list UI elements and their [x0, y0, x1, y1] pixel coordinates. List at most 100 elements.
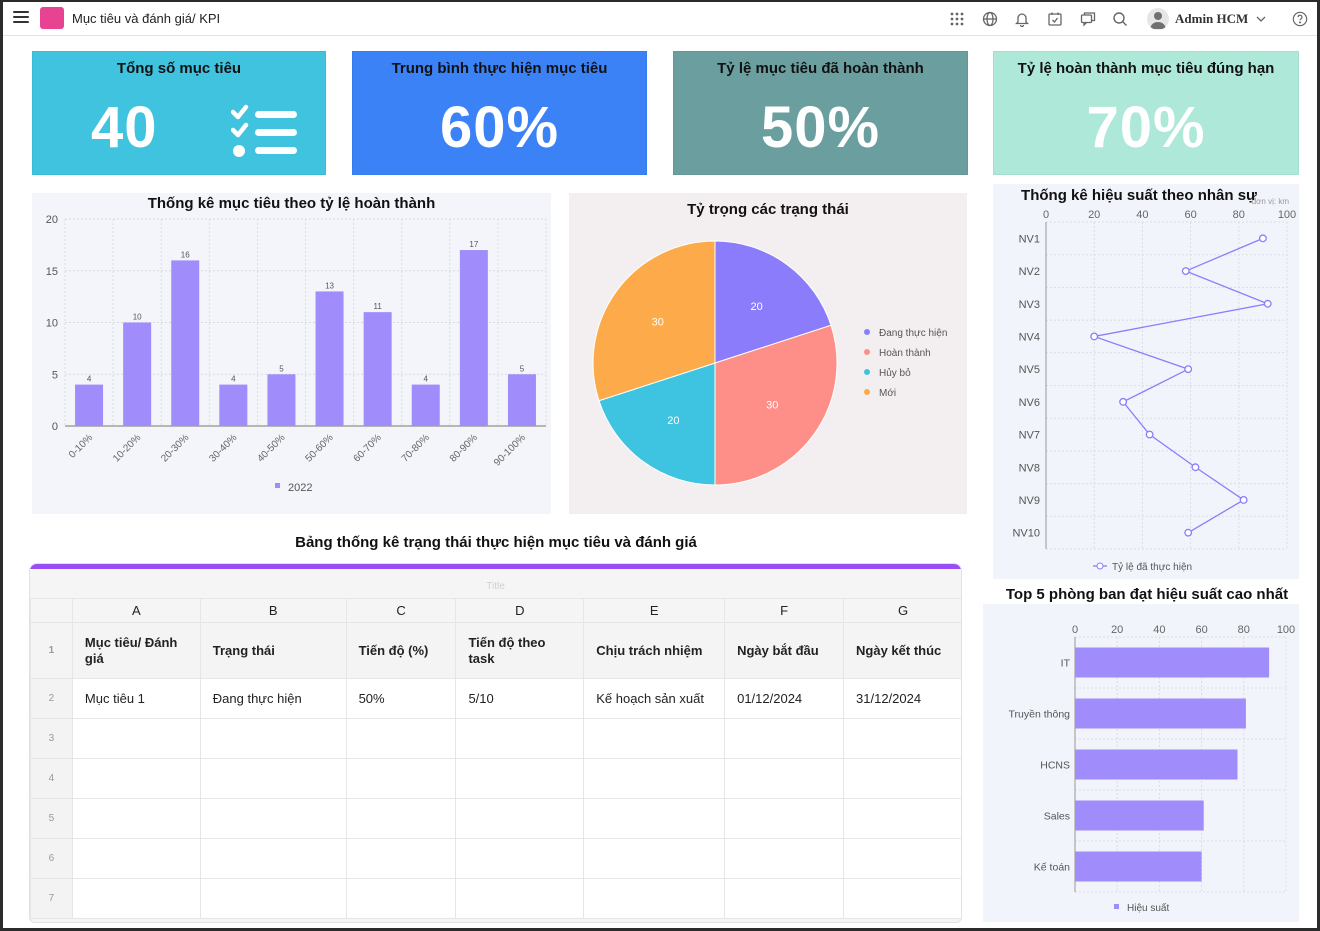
column-header[interactable]: A: [71, 598, 201, 623]
data-point: [1184, 528, 1193, 537]
table-cell[interactable]: 5/10: [455, 678, 585, 719]
table-cell[interactable]: [843, 798, 961, 839]
column-header[interactable]: B: [199, 598, 347, 623]
table-cell[interactable]: [843, 758, 961, 799]
slice-value-label: 30: [652, 316, 664, 328]
table-cell[interactable]: [583, 718, 726, 759]
data-point: [1263, 299, 1272, 308]
table-cell[interactable]: [843, 718, 961, 759]
x-tick-label: 80: [1233, 209, 1245, 221]
table-cell[interactable]: [345, 878, 457, 919]
table-row: 2 Mục tiêu 1 Đang thực hiện 50% 5/10 Kế hoạch…: [30, 678, 961, 719]
user-name: Admin HCM: [1175, 11, 1249, 26]
table-cell[interactable]: [455, 878, 585, 919]
table-cell[interactable]: [71, 838, 201, 879]
y-tick-label: Truyền thông: [1009, 709, 1071, 721]
table-cell[interactable]: [71, 798, 201, 839]
table-cell[interactable]: [345, 838, 457, 879]
apps-grid-icon[interactable]: [946, 8, 968, 30]
header-cell[interactable]: Tiến độ (%): [345, 622, 457, 679]
search-icon[interactable]: [1109, 8, 1131, 30]
table-cell[interactable]: [71, 878, 201, 919]
table-cell[interactable]: [455, 718, 585, 759]
table-cell[interactable]: [843, 878, 961, 919]
calendar-check-icon[interactable]: [1044, 8, 1066, 30]
table-cell[interactable]: [724, 758, 845, 799]
help-icon[interactable]: [1289, 8, 1311, 30]
column-header[interactable]: G: [843, 598, 961, 623]
table-cell[interactable]: [199, 878, 347, 919]
legend-label: Hoàn thành: [879, 348, 931, 359]
row-number[interactable]: 5: [30, 798, 73, 839]
table-cell[interactable]: [199, 838, 347, 879]
legend-label: Mới: [879, 388, 896, 399]
table-cell[interactable]: 50%: [345, 678, 457, 719]
corner-cell[interactable]: [30, 598, 73, 623]
table-cell[interactable]: [199, 718, 347, 759]
page-title: Mục tiêu và đánh giá/ KPI: [72, 11, 221, 26]
row-number[interactable]: 6: [30, 838, 73, 879]
x-tick-label: 80: [1238, 624, 1250, 636]
table-cell[interactable]: [345, 718, 457, 759]
table-cell[interactable]: [724, 838, 845, 879]
bell-icon[interactable]: [1011, 8, 1033, 30]
user-menu[interactable]: Admin HCM: [1147, 6, 1266, 32]
table-cell[interactable]: [724, 798, 845, 839]
bar-value-label: 5: [279, 364, 284, 373]
chat-icon[interactable]: [1077, 8, 1099, 30]
x-tick-label: 40-50%: [255, 432, 287, 464]
table-cell[interactable]: [724, 718, 845, 759]
column-header[interactable]: C: [345, 598, 457, 623]
table-cell[interactable]: Mục tiêu 1: [71, 678, 201, 719]
table-cell[interactable]: [345, 798, 457, 839]
table-cell[interactable]: 01/12/2024: [724, 678, 845, 719]
column-header[interactable]: E: [583, 598, 726, 623]
header-cell[interactable]: Trạng thái: [199, 622, 347, 679]
header-cell[interactable]: Ngày bắt đầu: [724, 622, 845, 679]
table-cell[interactable]: [583, 838, 726, 879]
app-logo: [40, 7, 64, 29]
y-tick-label: 10: [46, 318, 58, 330]
bar: [1075, 851, 1202, 882]
table-cell[interactable]: [843, 838, 961, 879]
table-cell[interactable]: Kế hoạch sản xuất: [583, 678, 726, 719]
menu-icon[interactable]: [13, 11, 29, 25]
globe-icon[interactable]: [979, 8, 1001, 30]
row-number[interactable]: 4: [30, 758, 73, 799]
row-number[interactable]: 2: [30, 678, 73, 719]
table-cell[interactable]: [583, 878, 726, 919]
kpi-card-average-progress: Trung bình thực hiện mục tiêu 60%: [352, 51, 647, 175]
data-point: [1119, 397, 1128, 406]
table-cell[interactable]: [724, 878, 845, 919]
table-cell[interactable]: [71, 718, 201, 759]
table-cell[interactable]: [583, 798, 726, 839]
column-header[interactable]: F: [724, 598, 845, 623]
table-header-row: 1 Mục tiêu/ Đánh giá Trạng thái Tiến độ (%)…: [30, 622, 961, 679]
row-number[interactable]: 1: [30, 622, 73, 679]
header-cell[interactable]: Chịu trách nhiệm: [583, 622, 726, 679]
table-cell[interactable]: [199, 758, 347, 799]
header-cell[interactable]: Tiến độ theo task: [455, 622, 585, 679]
y-tick-label: NV1: [1019, 233, 1040, 245]
bar-value-label: 17: [469, 240, 478, 249]
column-header[interactable]: D: [455, 598, 585, 623]
table-cell[interactable]: [455, 798, 585, 839]
bar: [1075, 749, 1238, 780]
header-cell[interactable]: Ngày kết thúc: [843, 622, 961, 679]
y-tick-label: 0: [52, 421, 58, 433]
header-cell[interactable]: Mục tiêu/ Đánh giá: [71, 622, 201, 679]
row-number[interactable]: 7: [30, 878, 73, 919]
table-cell[interactable]: [455, 838, 585, 879]
y-tick-label: HCNS: [1040, 760, 1070, 772]
completion-bar-chart: 0 5 10 15 20 4 0-10% 10 10-20% 16 20-30% 4 30-40% 5 40…: [46, 214, 547, 494]
table-cell[interactable]: [345, 758, 457, 799]
table-cell[interactable]: [71, 758, 201, 799]
table-cell[interactable]: 31/12/2024: [843, 678, 961, 719]
table-cell[interactable]: [199, 798, 347, 839]
row-number[interactable]: 3: [30, 718, 73, 759]
table-cell[interactable]: Đang thực hiện: [199, 678, 347, 719]
sheet-title-placeholder[interactable]: Title: [486, 581, 505, 592]
kpi-title: Tổng số mục tiêu: [116, 60, 242, 77]
table-cell[interactable]: [455, 758, 585, 799]
table-cell[interactable]: [583, 758, 726, 799]
